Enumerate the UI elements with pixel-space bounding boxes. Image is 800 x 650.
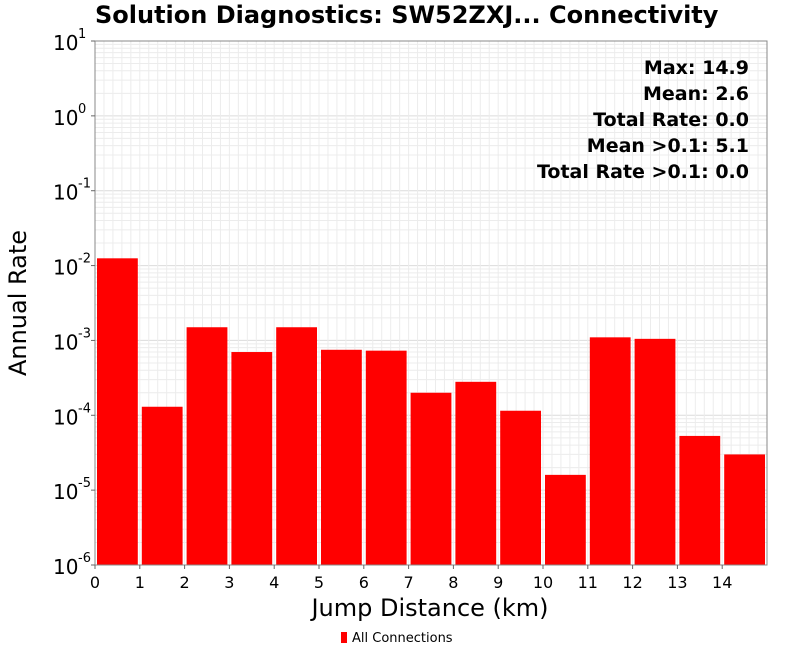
y-tick-exponent: -1	[78, 177, 91, 192]
bar	[455, 381, 497, 565]
y-tick-label: 10 -4	[53, 401, 91, 429]
x-tick-label: 6	[359, 573, 369, 592]
bar	[634, 338, 676, 565]
bar	[365, 350, 407, 565]
y-tick-label: 10 -6	[53, 551, 91, 579]
x-tick-label: 12	[622, 573, 642, 592]
y-tick-exponent: 0	[78, 102, 86, 117]
x-tick-label: 5	[314, 573, 324, 592]
bar	[545, 474, 586, 565]
x-tick-label: 2	[180, 573, 190, 592]
stat-annotation: Total Rate: 0.0	[593, 109, 749, 131]
y-tick-base: 10	[53, 330, 78, 354]
x-tick-label: 0	[90, 573, 100, 592]
x-axis-ticks: 0 1 2 3 4 5 6 7 8 9 10 11 12 13 14	[90, 565, 732, 592]
legend: All Connections	[341, 631, 453, 646]
stat-annotation: Total Rate >0.1: 0.0	[537, 161, 749, 183]
x-axis-label: Jump Distance (km)	[309, 594, 548, 622]
x-tick-label: 1	[135, 573, 145, 592]
y-tick-label: 10 -5	[53, 476, 91, 504]
y-tick-exponent: -4	[78, 401, 91, 416]
x-tick-label: 7	[404, 573, 414, 592]
legend-label: All Connections	[352, 631, 453, 646]
bars	[97, 258, 765, 565]
y-tick-base: 10	[53, 405, 78, 429]
y-tick-exponent: -5	[78, 476, 91, 491]
bar	[321, 349, 362, 565]
bar	[724, 454, 765, 565]
y-tick-base: 10	[53, 181, 78, 205]
bar	[589, 337, 631, 565]
y-axis-label: Annual Rate	[4, 230, 32, 376]
x-tick-label: 3	[224, 573, 234, 592]
bar	[500, 410, 541, 565]
y-tick-label: 10 0	[53, 102, 86, 130]
bar	[141, 406, 183, 565]
bar	[410, 392, 452, 565]
stat-annotation: Max: 14.9	[644, 57, 749, 79]
bar	[231, 352, 273, 565]
y-tick-label: 10 -1	[53, 177, 91, 205]
x-tick-label: 11	[578, 573, 598, 592]
plot-frame	[94, 40, 768, 566]
y-tick-label: 10 -3	[53, 326, 91, 354]
stat-annotation: Mean >0.1: 5.1	[587, 135, 749, 157]
bar	[276, 327, 317, 565]
y-tick-base: 10	[53, 31, 78, 55]
x-tick-label: 10	[533, 573, 553, 592]
x-tick-label: 8	[448, 573, 458, 592]
x-tick-label: 14	[712, 573, 732, 592]
bar	[186, 327, 228, 565]
y-tick-label: 10 1	[53, 27, 86, 55]
y-tick-exponent: 1	[78, 27, 86, 42]
x-tick-label: 9	[493, 573, 503, 592]
stat-annotation: Mean: 2.6	[643, 83, 749, 105]
y-tick-label: 10 -2	[53, 252, 91, 280]
x-tick-label: 13	[667, 573, 687, 592]
bar	[679, 435, 721, 565]
y-tick-exponent: -2	[78, 252, 91, 267]
chart-title: Solution Diagnostics: SW52ZXJ... Connect…	[95, 1, 719, 29]
x-tick-label: 4	[269, 573, 279, 592]
bar	[97, 258, 138, 565]
y-tick-base: 10	[53, 480, 78, 504]
legend-swatch	[341, 632, 347, 643]
y-tick-exponent: -6	[78, 551, 91, 566]
y-tick-base: 10	[53, 256, 78, 280]
y-tick-exponent: -3	[78, 326, 91, 341]
y-tick-base: 10	[53, 555, 78, 579]
y-tick-base: 10	[53, 106, 78, 130]
stats-annotations: Max: 14.9 Mean: 2.6 Total Rate: 0.0 Mean >0…	[537, 57, 749, 183]
